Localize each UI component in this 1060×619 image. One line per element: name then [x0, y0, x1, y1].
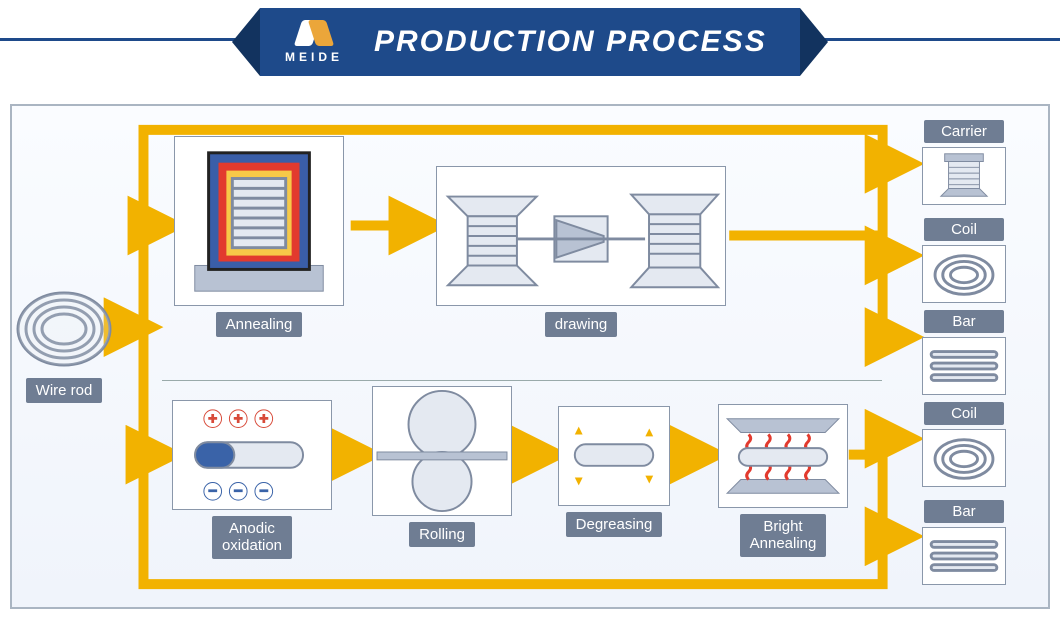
- header-banner: MEIDE PRODUCTION PROCESS: [260, 8, 800, 76]
- bar1-label: Bar: [924, 310, 1004, 333]
- svg-text:+: +: [259, 411, 268, 428]
- coil-icon: [922, 245, 1006, 303]
- node-annealing: Annealing: [174, 136, 344, 337]
- node-output-coil-2: Coil: [912, 402, 1016, 487]
- svg-text:−: −: [259, 483, 268, 500]
- svg-text:+: +: [234, 411, 243, 428]
- node-output-bar-2: Bar: [912, 500, 1016, 585]
- bar-icon: [922, 527, 1006, 585]
- wire-rod-label: Wire rod: [26, 378, 103, 403]
- wire-rod-icon: [8, 286, 120, 372]
- carrier-icon: [922, 147, 1006, 205]
- logo: MEIDE: [274, 20, 354, 64]
- node-bright-annealing: Bright Annealing: [718, 404, 848, 557]
- rolling-icon: [372, 386, 512, 516]
- drawing-label: drawing: [545, 312, 618, 337]
- drawing-icon: [436, 166, 726, 306]
- degreasing-label: Degreasing: [566, 512, 663, 537]
- annealing-icon: [174, 136, 344, 306]
- svg-text:−: −: [208, 483, 217, 500]
- coil2-label: Coil: [924, 402, 1004, 425]
- carrier-label: Carrier: [924, 120, 1004, 143]
- anodic-label: Anodic oxidation: [212, 516, 292, 559]
- node-output-coil-1: Coil: [912, 218, 1016, 303]
- logo-text: MEIDE: [285, 50, 343, 64]
- svg-text:+: +: [208, 411, 217, 428]
- bar2-label: Bar: [924, 500, 1004, 523]
- bar-icon: [922, 337, 1006, 395]
- rolling-label: Rolling: [409, 522, 475, 547]
- process-panel: Wire rod Annealing: [10, 104, 1050, 609]
- node-degreasing: Degreasing: [558, 406, 670, 537]
- coil1-label: Coil: [924, 218, 1004, 241]
- logo-mark-icon: [298, 20, 330, 46]
- anodic-icon: + + + − − −: [172, 400, 332, 510]
- banner-title: PRODUCTION PROCESS: [374, 25, 767, 59]
- coil-icon: [922, 429, 1006, 487]
- annealing-label: Annealing: [216, 312, 303, 337]
- bright-annealing-icon: [718, 404, 848, 508]
- node-anodic: + + + − − − Anodic oxidation: [172, 400, 332, 559]
- bright-annealing-label: Bright Annealing: [740, 514, 827, 557]
- degreasing-icon: [558, 406, 670, 506]
- node-drawing: drawing: [436, 166, 726, 337]
- svg-text:−: −: [234, 483, 243, 500]
- node-rolling: Rolling: [372, 386, 512, 547]
- node-output-carrier: Carrier: [912, 120, 1016, 205]
- node-wire-rod: Wire rod: [8, 286, 120, 403]
- node-output-bar-1: Bar: [912, 310, 1016, 395]
